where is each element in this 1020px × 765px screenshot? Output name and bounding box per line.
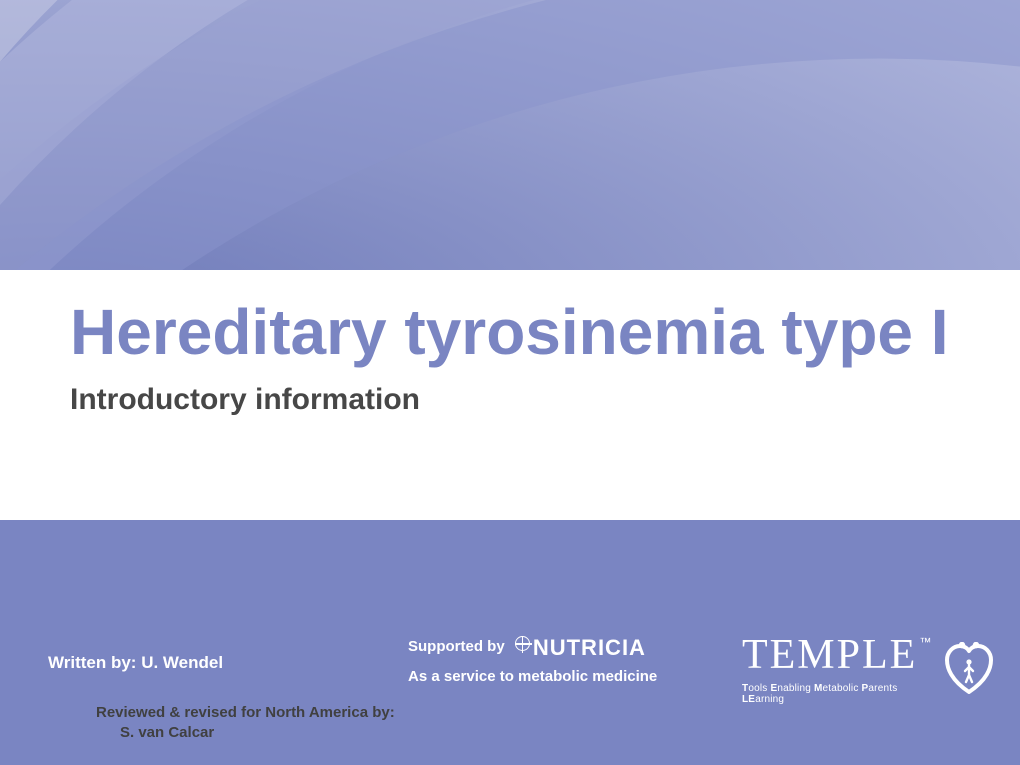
sponsor-line1: Supported by NUTRICIA bbox=[408, 638, 646, 655]
slide: Hereditary tyrosinemia type I Introducto… bbox=[0, 0, 1020, 765]
supported-by-label: Supported by bbox=[408, 638, 505, 655]
reviewed-by: Reviewed & revised for North America by:… bbox=[96, 703, 395, 744]
sponsor-block: Supported by NUTRICIA As a service to me… bbox=[408, 633, 738, 687]
brand-row: TEMPLE™ Tools Enabling Metabolic Parents… bbox=[742, 631, 992, 705]
globe-icon bbox=[515, 636, 530, 651]
slide-title: Hereditary tyrosinemia type I bbox=[70, 298, 950, 367]
written-by: Written by: U. Wendel bbox=[48, 653, 223, 673]
temple-brand: TEMPLE™ Tools Enabling Metabolic Parents… bbox=[742, 631, 992, 705]
brand-tagline: Tools Enabling Metabolic Parents LEarnin… bbox=[742, 683, 933, 705]
top-waves-graphic bbox=[0, 0, 1020, 270]
brand-text-block: TEMPLE™ Tools Enabling Metabolic Parents… bbox=[742, 631, 933, 705]
nutricia-text: NUTRICIA bbox=[533, 635, 646, 660]
written-by-name: U. Wendel bbox=[141, 653, 223, 672]
sponsor-tagline: As a service to metabolic medicine bbox=[408, 667, 738, 687]
reviewed-label: Reviewed & revised for North America by: bbox=[96, 704, 395, 721]
nutricia-logo: NUTRICIA bbox=[515, 633, 646, 663]
wave-svg bbox=[0, 0, 1020, 270]
heart-family-icon bbox=[945, 642, 993, 694]
slide-subtitle: Introductory information bbox=[70, 383, 950, 417]
reviewed-name: S. van Calcar bbox=[120, 723, 395, 743]
title-band: Hereditary tyrosinemia type I Introducto… bbox=[0, 270, 1020, 520]
brand-name-text: TEMPLE bbox=[742, 632, 917, 678]
brand-tm: ™ bbox=[919, 635, 933, 649]
lower-accent-region: Written by: U. Wendel Reviewed & revised… bbox=[0, 520, 1020, 765]
written-by-label: Written by: bbox=[48, 653, 136, 672]
brand-name: TEMPLE™ bbox=[742, 631, 933, 679]
